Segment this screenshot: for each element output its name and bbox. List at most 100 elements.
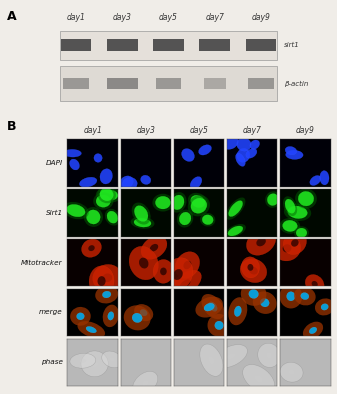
Ellipse shape [215, 321, 223, 330]
Ellipse shape [279, 284, 302, 309]
Ellipse shape [237, 138, 251, 151]
Ellipse shape [298, 191, 314, 206]
Ellipse shape [122, 177, 137, 190]
Ellipse shape [100, 188, 113, 201]
Ellipse shape [258, 343, 280, 368]
FancyBboxPatch shape [61, 39, 91, 51]
Ellipse shape [133, 372, 158, 394]
Ellipse shape [198, 145, 211, 155]
Ellipse shape [202, 215, 213, 225]
Ellipse shape [175, 252, 200, 278]
Ellipse shape [169, 270, 201, 297]
Ellipse shape [124, 305, 151, 331]
Ellipse shape [103, 305, 119, 327]
Ellipse shape [284, 204, 311, 221]
Ellipse shape [266, 352, 272, 359]
Ellipse shape [80, 177, 97, 187]
Text: Sirt1: Sirt1 [46, 210, 63, 216]
Text: B: B [7, 120, 16, 133]
Ellipse shape [80, 359, 86, 362]
FancyBboxPatch shape [200, 39, 230, 51]
Ellipse shape [260, 298, 269, 307]
Ellipse shape [226, 197, 245, 220]
Ellipse shape [102, 291, 111, 298]
Ellipse shape [291, 239, 299, 247]
Ellipse shape [228, 201, 243, 217]
Ellipse shape [103, 273, 112, 282]
Text: day9: day9 [251, 13, 270, 22]
Ellipse shape [191, 195, 205, 208]
Ellipse shape [243, 364, 275, 393]
Ellipse shape [94, 154, 102, 162]
Text: day7: day7 [243, 126, 262, 135]
FancyBboxPatch shape [204, 78, 226, 89]
Ellipse shape [86, 327, 96, 333]
FancyBboxPatch shape [107, 39, 137, 51]
Ellipse shape [96, 195, 111, 207]
Text: day3: day3 [113, 13, 132, 22]
Ellipse shape [70, 159, 80, 170]
Ellipse shape [249, 290, 258, 298]
Ellipse shape [141, 175, 151, 184]
Ellipse shape [160, 268, 167, 275]
Ellipse shape [177, 210, 193, 227]
Ellipse shape [153, 260, 174, 283]
Ellipse shape [273, 236, 301, 261]
FancyBboxPatch shape [246, 39, 276, 51]
Ellipse shape [250, 140, 259, 149]
Ellipse shape [225, 224, 246, 238]
Ellipse shape [183, 261, 191, 269]
Text: day7: day7 [205, 13, 224, 22]
Ellipse shape [152, 194, 174, 212]
Ellipse shape [312, 281, 318, 287]
Ellipse shape [97, 276, 105, 286]
FancyBboxPatch shape [248, 78, 274, 89]
Ellipse shape [99, 190, 118, 201]
Ellipse shape [234, 306, 241, 316]
Ellipse shape [107, 211, 118, 223]
Ellipse shape [301, 293, 309, 299]
Text: A: A [7, 10, 16, 23]
FancyBboxPatch shape [156, 78, 181, 89]
Ellipse shape [180, 279, 190, 288]
Ellipse shape [188, 195, 210, 216]
Ellipse shape [172, 195, 184, 210]
Ellipse shape [120, 176, 133, 189]
Ellipse shape [237, 149, 250, 162]
Ellipse shape [131, 217, 154, 229]
Ellipse shape [170, 192, 186, 213]
Ellipse shape [294, 226, 309, 240]
Ellipse shape [87, 210, 100, 224]
Ellipse shape [320, 171, 329, 185]
Ellipse shape [70, 307, 91, 326]
Ellipse shape [296, 228, 307, 238]
Ellipse shape [294, 287, 316, 305]
FancyBboxPatch shape [107, 78, 137, 89]
Ellipse shape [286, 151, 303, 159]
Ellipse shape [208, 314, 231, 337]
Ellipse shape [95, 286, 118, 303]
Ellipse shape [321, 304, 328, 310]
Ellipse shape [93, 192, 114, 210]
Ellipse shape [188, 193, 208, 210]
Ellipse shape [64, 149, 81, 157]
FancyBboxPatch shape [63, 78, 89, 89]
Ellipse shape [195, 297, 223, 318]
Ellipse shape [222, 136, 238, 149]
Ellipse shape [182, 149, 194, 162]
Ellipse shape [200, 344, 223, 376]
Ellipse shape [105, 209, 120, 226]
Ellipse shape [76, 313, 84, 320]
Ellipse shape [81, 351, 108, 377]
FancyBboxPatch shape [153, 39, 184, 51]
Ellipse shape [134, 218, 151, 227]
Ellipse shape [283, 220, 297, 232]
Ellipse shape [309, 327, 317, 334]
Ellipse shape [93, 264, 122, 291]
FancyBboxPatch shape [60, 66, 277, 101]
Ellipse shape [191, 198, 207, 213]
Ellipse shape [303, 322, 323, 339]
Text: day5: day5 [190, 126, 209, 135]
FancyBboxPatch shape [60, 31, 277, 59]
Ellipse shape [163, 258, 193, 291]
